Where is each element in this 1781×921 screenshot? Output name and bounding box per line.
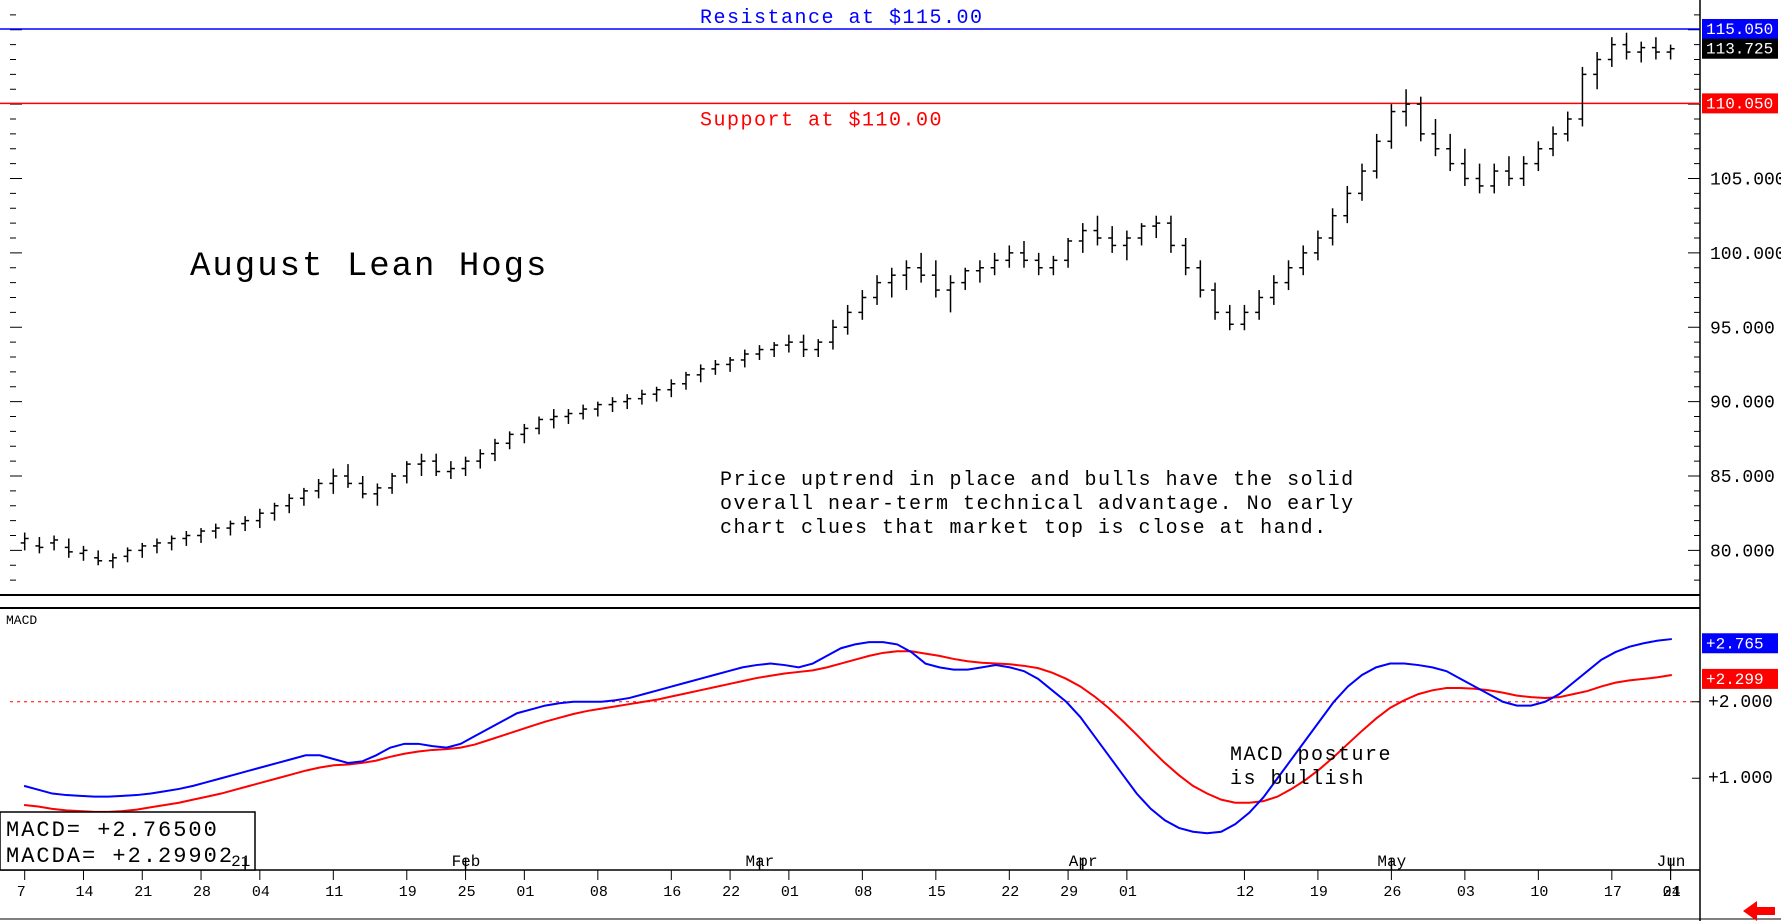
svg-text:110.050: 110.050: [1706, 95, 1773, 113]
resistance-label: Resistance at $115.00: [700, 7, 984, 30]
svg-text:100.000: 100.000: [1710, 245, 1781, 265]
svg-text:19: 19: [1310, 884, 1328, 901]
svg-text:14: 14: [75, 884, 93, 901]
svg-text:90.000: 90.000: [1710, 394, 1775, 414]
svg-text:Mar: Mar: [745, 853, 774, 871]
svg-text:Jun: Jun: [1657, 853, 1686, 871]
svg-text:03: 03: [1457, 884, 1475, 901]
svg-text:113.725: 113.725: [1706, 41, 1773, 59]
svg-text:08: 08: [590, 884, 608, 901]
svg-text:01: 01: [516, 884, 534, 901]
svg-text:+2.000: +2.000: [1708, 693, 1773, 713]
svg-text:+2.299: +2.299: [1706, 671, 1764, 689]
scroll-left-arrow[interactable]: [1743, 901, 1775, 921]
svg-text:May: May: [1377, 853, 1406, 871]
chart-svg: 80.000 85.000 90.000 95.000 100.000 105.000 Re…: [0, 0, 1781, 921]
support-label: Support at $110.00: [700, 109, 943, 132]
svg-text:21: 21: [134, 884, 152, 901]
svg-text:+1.000: +1.000: [1708, 769, 1773, 789]
commentary-line: Price uptrend in place and bulls have th…: [720, 469, 1355, 492]
svg-text:19: 19: [399, 884, 417, 901]
macd-posture: MACD posture: [1230, 744, 1392, 767]
svg-text:16: 16: [663, 884, 681, 901]
svg-text:22: 22: [1001, 884, 1019, 901]
svg-text:MACD: MACD: [6, 613, 37, 628]
commentary-line: chart clues that market top is close at …: [720, 517, 1328, 540]
svg-text:01: 01: [1119, 884, 1137, 901]
svg-text:15: 15: [928, 884, 946, 901]
svg-text:01: 01: [781, 884, 799, 901]
svg-text:95.000: 95.000: [1710, 319, 1775, 339]
svg-text:+2.765: +2.765: [1706, 635, 1764, 653]
svg-text:7: 7: [17, 884, 26, 901]
macd-signal-line: [24, 651, 1672, 812]
macd-line: [24, 639, 1672, 833]
svg-text:29: 29: [1060, 884, 1078, 901]
svg-text:12: 12: [1236, 884, 1254, 901]
svg-text:105.000: 105.000: [1710, 171, 1781, 191]
svg-text:10: 10: [1530, 884, 1548, 901]
svg-text:01: 01: [1663, 884, 1681, 901]
svg-text:04: 04: [252, 884, 270, 901]
svg-text:80.000: 80.000: [1710, 542, 1775, 562]
svg-text:85.000: 85.000: [1710, 468, 1775, 488]
macd-posture: is bullish: [1230, 768, 1365, 791]
chart-title: August Lean Hogs: [190, 248, 548, 286]
macd-value: MACD= +2.76500: [6, 818, 219, 843]
svg-text:Apr: Apr: [1069, 853, 1098, 871]
svg-text:28: 28: [193, 884, 211, 901]
chart-container: 80.000 85.000 90.000 95.000 100.000 105.000 Re…: [0, 0, 1781, 921]
commentary-line: overall near-term technical advantage. N…: [720, 493, 1355, 516]
svg-text:17: 17: [1604, 884, 1622, 901]
svg-text:115.050: 115.050: [1706, 21, 1773, 39]
svg-text:25: 25: [458, 884, 476, 901]
svg-text:11: 11: [325, 884, 343, 901]
svg-text:08: 08: [854, 884, 872, 901]
svg-text:Feb: Feb: [452, 853, 481, 871]
svg-text:22: 22: [722, 884, 740, 901]
svg-text:26: 26: [1383, 884, 1401, 901]
macda-value: MACDA= +2.29902: [6, 844, 234, 869]
svg-text:21: 21: [231, 853, 250, 871]
